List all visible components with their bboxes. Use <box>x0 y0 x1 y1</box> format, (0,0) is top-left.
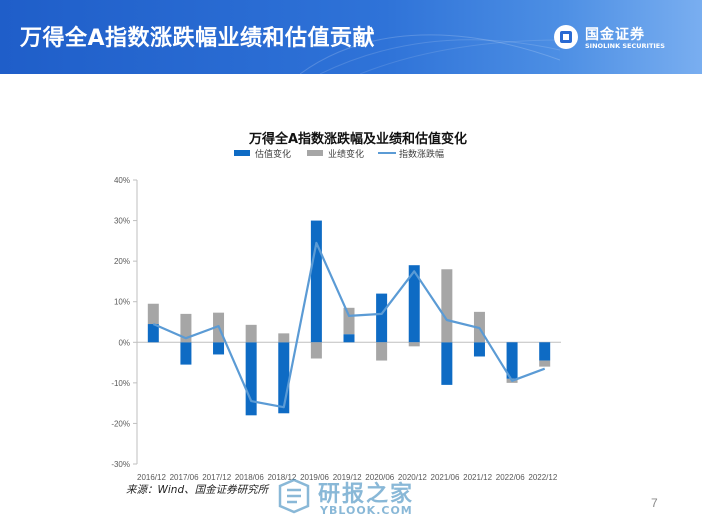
earnings-bar <box>180 313 192 343</box>
brand-name-en: SINOLINK SECURITIES <box>585 42 665 50</box>
valuation-bar <box>376 293 388 343</box>
y-tick-label: 0% <box>118 338 130 347</box>
chart-line <box>152 241 546 409</box>
valuation-bar <box>180 342 192 365</box>
valuation-bar <box>473 342 485 357</box>
valuation-bar <box>506 342 518 379</box>
earnings-bar <box>343 307 355 335</box>
valuation-bar <box>245 342 257 416</box>
page-title: 万得全A指数涨跌幅业绩和估值贡献 <box>20 26 376 51</box>
x-tick-label: 2020/12 <box>398 473 427 482</box>
y-tick-label: -20% <box>111 419 130 428</box>
chart-bars <box>147 220 551 416</box>
header-decoration <box>300 34 560 74</box>
y-tick-label: -10% <box>111 379 130 388</box>
x-tick-label: 2021/12 <box>463 473 492 482</box>
source-note: 来源：Wind、国金证券研究所 <box>126 484 269 496</box>
valuation-bar <box>441 342 453 385</box>
valuation-bar <box>539 342 551 361</box>
chart-legend: 估值变化 业绩变化 指数涨跌幅 <box>234 148 444 160</box>
legend-swatch <box>234 150 250 156</box>
x-tick-label: 2018/12 <box>267 473 296 482</box>
x-tick-label: 2016/12 <box>137 473 166 482</box>
y-tick-label: 40% <box>114 176 130 185</box>
legend-label: 指数涨跌幅 <box>399 148 444 160</box>
legend-label: 业绩变化 <box>328 148 364 160</box>
y-tick-label: -30% <box>111 460 130 469</box>
legend-label: 估值变化 <box>255 148 291 160</box>
x-tick-label: 2020/06 <box>365 473 394 482</box>
chart-title: 万得全A指数涨跌幅及业绩和估值变化 <box>248 131 467 147</box>
valuation-bar <box>310 220 322 343</box>
x-tick-label: 2022/06 <box>496 473 525 482</box>
brand-name-cn: 国金证券 <box>585 27 645 43</box>
earnings-bar <box>441 269 453 343</box>
watermark: 研报之家 YBLOOK.COM <box>276 476 446 520</box>
valuation-bar <box>147 324 159 343</box>
x-tick-label: 2017/12 <box>202 473 231 482</box>
watermark-text-cn: 研报之家 <box>318 482 415 507</box>
y-tick-label: 20% <box>114 257 130 266</box>
x-tick-label: 2022/12 <box>528 473 557 482</box>
valuation-bar <box>343 334 355 343</box>
x-axis-labels: 2016/12 2017/06 2017/12 2018/06 2018/12 2019/… <box>137 473 558 482</box>
x-tick-label: 2018/06 <box>235 473 264 482</box>
earnings-bar <box>310 342 322 359</box>
valuation-bar <box>408 265 420 343</box>
earnings-bar <box>245 324 257 343</box>
earnings-bar <box>376 342 388 361</box>
earnings-bar <box>539 360 551 367</box>
brand-logo: 国金证券 SINOLINK SECURITIES <box>553 24 693 54</box>
y-tick-label: 10% <box>114 298 130 307</box>
x-tick-label: 2019/12 <box>333 473 362 482</box>
y-tick-label: 30% <box>114 217 130 226</box>
watermark-logo-icon <box>278 478 310 514</box>
x-tick-label: 2021/06 <box>431 473 460 482</box>
index-change-line <box>152 241 546 409</box>
earnings-bar <box>278 333 290 343</box>
valuation-bar <box>213 342 225 355</box>
sinolink-logo-icon <box>554 25 578 49</box>
valuation-bar <box>278 342 290 414</box>
watermark-text-en: YBLOOK.COM <box>320 504 413 517</box>
earnings-bar <box>147 303 159 325</box>
chart-axes: 40% 30% 20% 10% 0% -10% -20% -30% <box>111 176 561 469</box>
header-bar: 万得全A指数涨跌幅业绩和估值贡献 国金证券 SINOLINK SECURITIE… <box>0 0 702 74</box>
x-tick-label: 2017/06 <box>170 473 199 482</box>
earnings-bar <box>408 342 420 347</box>
x-tick-label: 2019/06 <box>300 473 329 482</box>
page-number: 7 <box>651 496 658 510</box>
legend-swatch <box>307 150 323 156</box>
